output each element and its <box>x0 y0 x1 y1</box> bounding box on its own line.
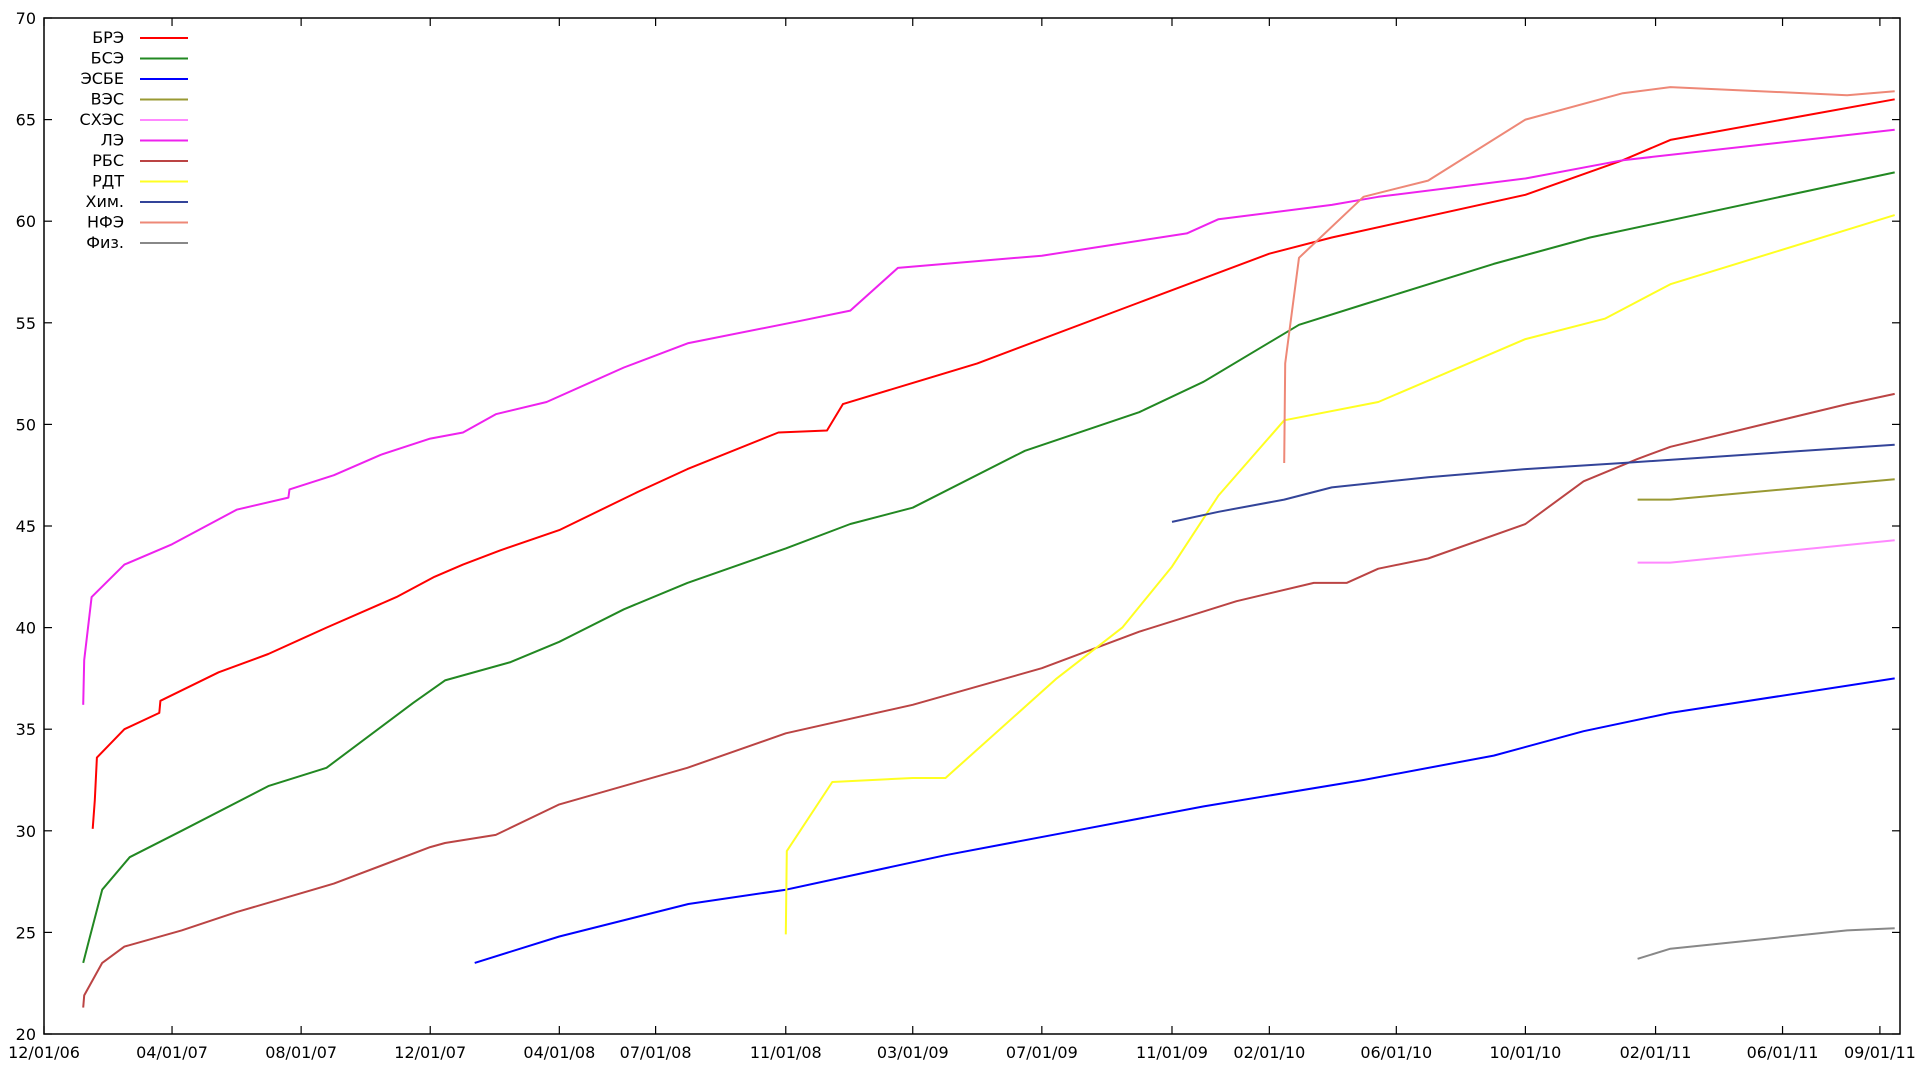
y-tick-label: 60 <box>16 212 36 231</box>
y-tick-label: 30 <box>16 822 36 841</box>
x-axis: 12/01/06 04/01/07 08/01/07 12/01/07 04/01/08… <box>8 18 1916 1062</box>
legend-label: БСЭ <box>91 49 124 68</box>
x-tick-label: 11/01/08 <box>750 1043 822 1062</box>
x-tick-label: 03/01/09 <box>877 1043 949 1062</box>
legend-label: РБС <box>92 151 124 170</box>
series-line-10 <box>1283 86 1895 464</box>
series-layer <box>82 86 1895 1008</box>
series-line-1 <box>91 98 1895 829</box>
legend-label: ЛЭ <box>101 131 124 150</box>
x-tick-label: 06/01/10 <box>1360 1043 1432 1062</box>
legend-label: БРЭ <box>92 28 124 47</box>
x-tick-label: 06/01/11 <box>1747 1043 1819 1062</box>
y-tick-label: 25 <box>16 923 36 942</box>
legend-label: Физ. <box>86 233 124 252</box>
x-tick-label: 12/01/06 <box>8 1043 80 1062</box>
series-line-4 <box>1637 478 1895 501</box>
series-line-3 <box>474 677 1895 964</box>
series-line-6 <box>82 128 1895 705</box>
x-tick-label: 07/01/09 <box>1006 1043 1078 1062</box>
series-line-8 <box>784 214 1895 935</box>
y-tick-label: 40 <box>16 619 36 638</box>
x-tick-label: 02/01/11 <box>1620 1043 1692 1062</box>
series-line-11 <box>1637 927 1895 960</box>
x-tick-label: 08/01/07 <box>265 1043 337 1062</box>
y-tick-label: 35 <box>16 720 36 739</box>
x-tick-label: 09/01/11 <box>1844 1043 1916 1062</box>
y-tick-label: 45 <box>16 517 36 536</box>
x-tick-label: 12/01/07 <box>394 1043 466 1062</box>
y-tick-label: 65 <box>16 111 36 130</box>
x-tick-label: 04/01/08 <box>523 1043 595 1062</box>
legend-label: СХЭС <box>80 110 124 129</box>
legend-label: НФЭ <box>87 213 124 232</box>
series-line-5 <box>1637 539 1895 564</box>
legend-label: РДТ <box>92 172 124 191</box>
y-tick-label: 55 <box>16 314 36 333</box>
series-line-9 <box>1171 443 1895 523</box>
series-line-7 <box>82 392 1895 1008</box>
legend-label: Хим. <box>85 192 124 211</box>
y-axis: 20 25 30 35 40 45 50 55 60 65 70 <box>16 9 1900 1044</box>
legend-label: ВЭС <box>91 90 124 109</box>
x-tick-label: 07/01/08 <box>620 1043 692 1062</box>
y-tick-label: 70 <box>16 9 36 28</box>
x-tick-label: 10/01/10 <box>1489 1043 1561 1062</box>
x-tick-label: 04/01/07 <box>136 1043 208 1062</box>
x-tick-label: 11/01/09 <box>1136 1043 1208 1062</box>
y-tick-label: 50 <box>16 415 36 434</box>
y-tick-label: 20 <box>16 1025 36 1044</box>
legend-label: ЭСБЕ <box>81 69 124 88</box>
x-tick-label: 02/01/10 <box>1233 1043 1305 1062</box>
plot-frame <box>43 17 1901 1035</box>
series-line-2 <box>82 171 1895 964</box>
